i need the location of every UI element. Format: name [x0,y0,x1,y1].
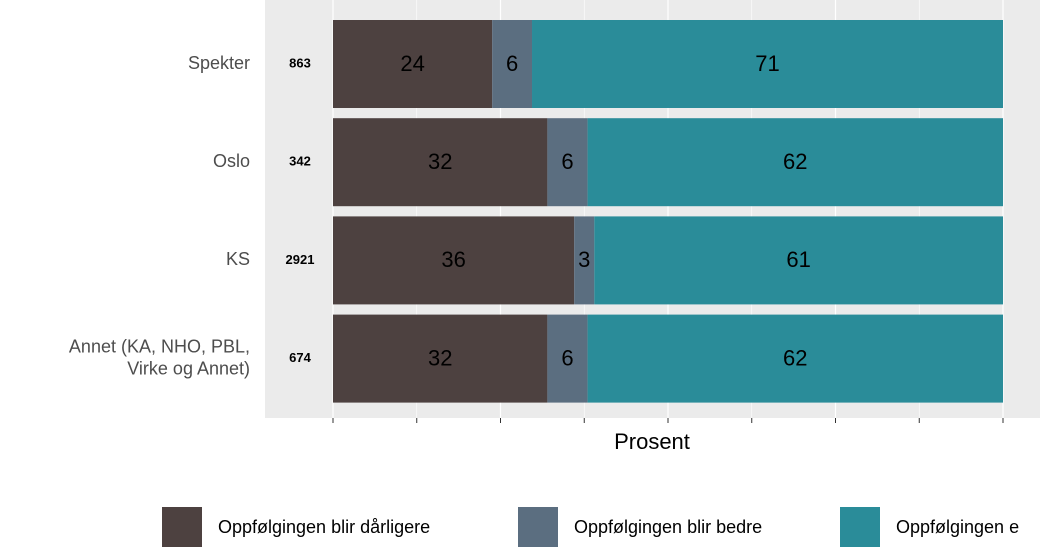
y-tick-label: Spekter [188,53,250,73]
legend-key [162,507,202,547]
bar-segment [333,118,548,207]
x-axis-title: Prosent [614,429,690,454]
y-tick-label: Oslo [213,151,250,171]
bar-segment [587,314,1003,403]
legend-label: Oppfølgingen e [896,517,1019,537]
data-label: 61 [786,247,810,272]
count-label: 674 [289,350,311,365]
bar-segment [492,20,533,108]
y-tick-label: KS [226,249,250,269]
legend-key [840,507,880,547]
data-label: 62 [783,149,807,174]
legend-label: Oppfølgingen blir bedre [574,517,762,537]
bar-segment [547,314,588,403]
y-tick-label: Annet (KA, NHO, PBL, Virke og Annet) [69,336,250,378]
data-label: 6 [506,51,518,76]
data-label: 32 [428,149,452,174]
count-label: 342 [289,154,311,169]
data-label: 6 [561,345,573,370]
count-label: 2921 [286,252,315,267]
data-label: 24 [400,51,424,76]
legend-label: Oppfølgingen blir dårligere [218,517,430,537]
bar-segment [587,118,1003,207]
bar-segment [594,216,1003,305]
legend-key [518,507,558,547]
data-label: 71 [755,51,779,76]
bar-segment [532,20,1003,108]
data-label: 3 [578,247,590,272]
data-label: 32 [428,345,452,370]
bar-segment [333,314,548,403]
bar-segment [333,216,575,305]
data-label: 6 [561,149,573,174]
data-label: 62 [783,345,807,370]
bar-segment [333,20,493,108]
count-label: 863 [289,55,311,70]
bar-segment [574,216,595,305]
bar-segment [547,118,588,207]
data-label: 36 [441,247,465,272]
